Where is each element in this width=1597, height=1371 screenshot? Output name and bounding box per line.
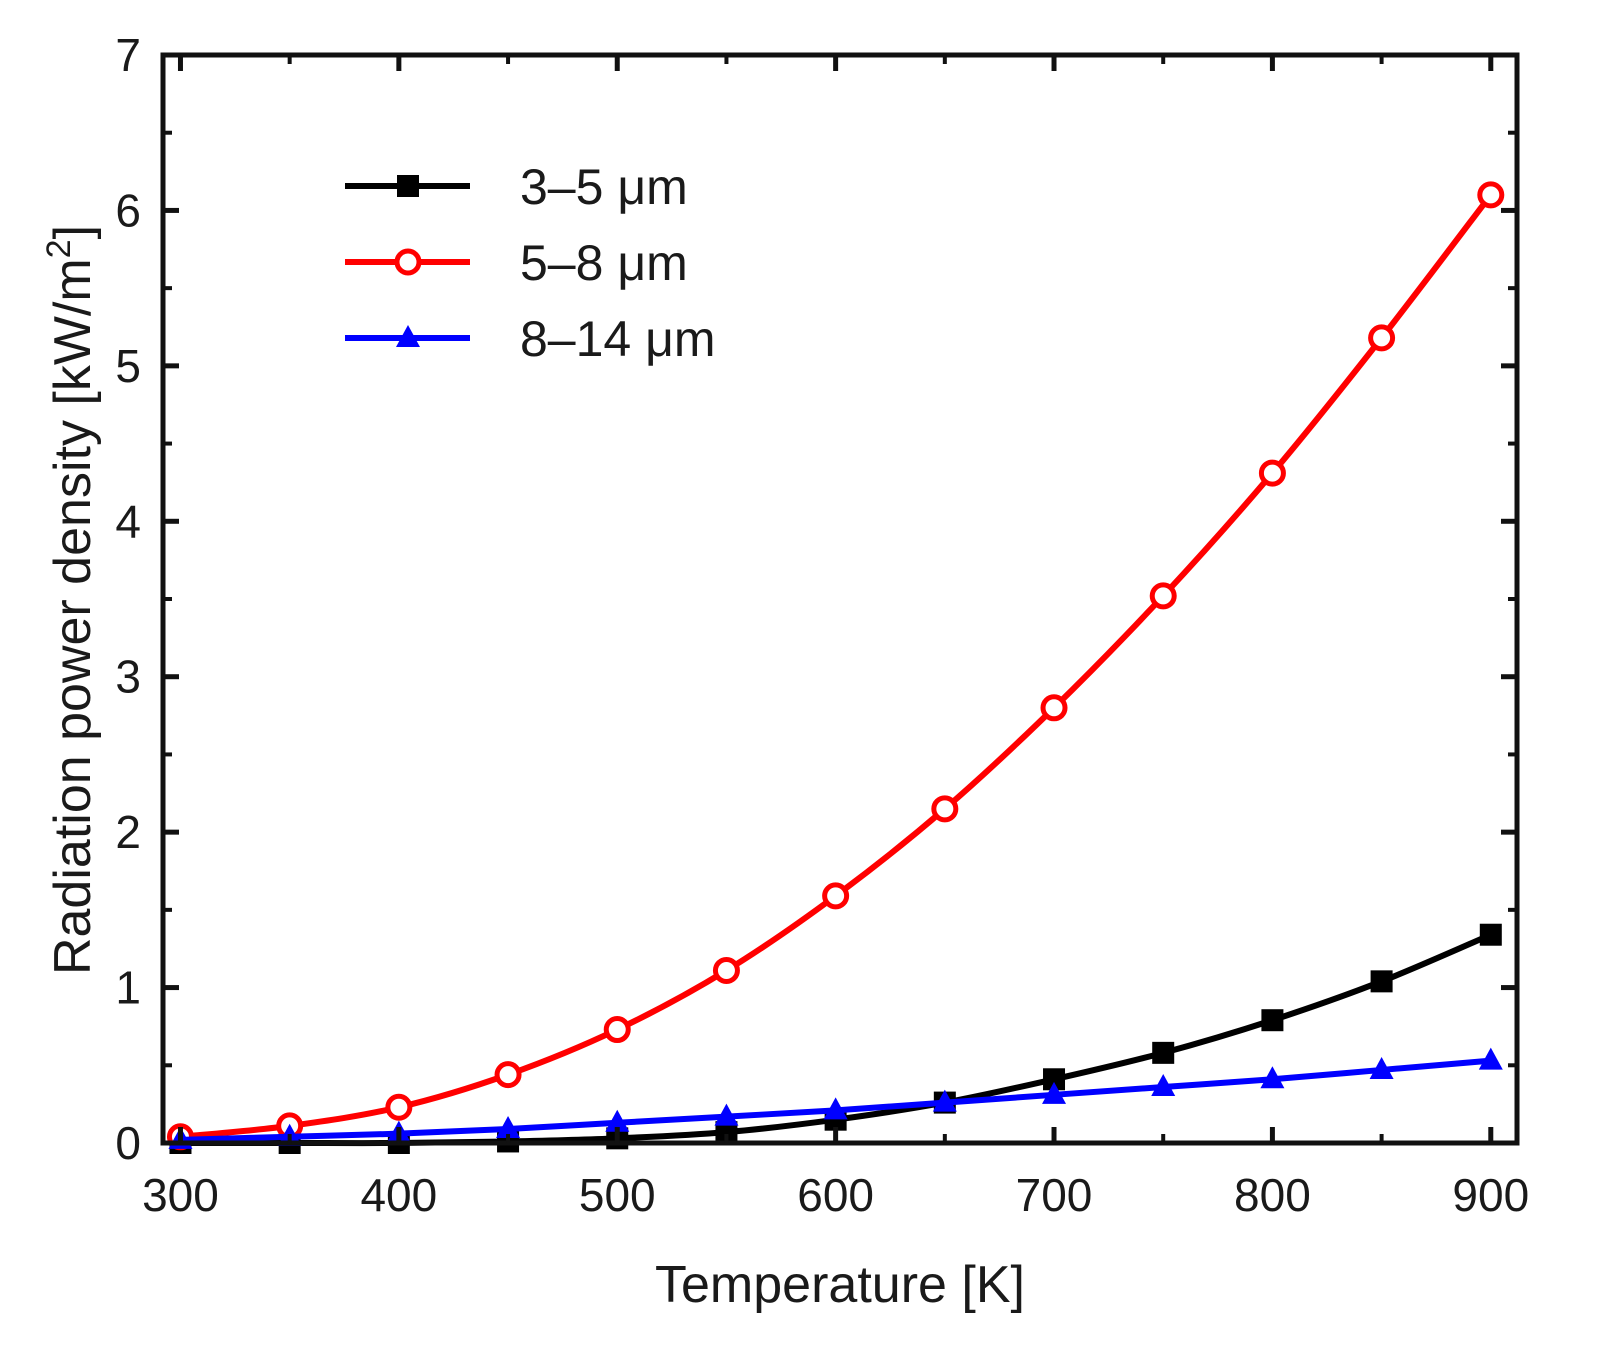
y-axis-ticks: 0 1 2 3 4 5 6 7 [115, 29, 1517, 1169]
x-tick-label: 600 [797, 1169, 874, 1221]
series-line [180, 193, 1494, 1140]
legend-item: 5–8 μm [345, 235, 688, 291]
data-point [1152, 1041, 1175, 1064]
y-tick-label: 5 [115, 340, 141, 392]
data-point [385, 1093, 413, 1121]
data-point [605, 1109, 630, 1132]
legend-marker [394, 248, 422, 276]
y-axis-title-superscript: 2 [40, 239, 78, 258]
data-point [1258, 459, 1286, 487]
data-point [932, 1089, 957, 1112]
data-point [1368, 324, 1396, 352]
x-axis-ticks: 300 400 500 600 700 800 900 [142, 55, 1529, 1221]
data-point [496, 1116, 521, 1139]
data-point [1478, 1047, 1503, 1070]
y-tick-label: 4 [115, 495, 141, 547]
plot-frame [160, 52, 1520, 1146]
series-2 [166, 181, 1505, 1151]
data-point [603, 1016, 631, 1044]
data-point [822, 882, 850, 910]
data-point [494, 1061, 522, 1089]
data-point [1040, 694, 1068, 722]
data-point [1151, 1074, 1176, 1097]
y-tick-label: 7 [115, 29, 141, 81]
data-point [714, 1103, 739, 1126]
legend: 3–5 μm 5–8 μm 8–14 μm [345, 159, 716, 367]
data-point [1043, 1068, 1066, 1091]
data-point [1370, 970, 1393, 993]
data-point [1477, 181, 1505, 209]
legend-marker [396, 325, 420, 347]
y-axis-title-main: Radiation power density [kW/m [44, 258, 102, 975]
data-point [823, 1097, 848, 1120]
x-tick-label: 900 [1452, 1169, 1529, 1221]
x-axis-title: Temperature [K] [655, 1256, 1025, 1314]
x-tick-label: 300 [142, 1169, 219, 1221]
x-tick-label: 700 [1016, 1169, 1093, 1221]
data-point [1260, 1066, 1285, 1089]
data-point [715, 1121, 738, 1144]
y-tick-label: 2 [115, 806, 141, 858]
data-point [712, 956, 740, 984]
data-point [931, 795, 959, 823]
y-tick-label: 3 [115, 651, 141, 703]
legend-item: 3–5 μm [345, 159, 688, 215]
legend-label: 8–14 μm [520, 311, 716, 367]
y-axis-title: Radiation power density [kW/m2] [40, 225, 102, 975]
series-1 [169, 923, 1502, 1154]
legend-label: 5–8 μm [520, 235, 688, 291]
y-axis-title-close: ] [44, 225, 102, 239]
legend-marker [397, 175, 419, 197]
x-tick-label: 400 [360, 1169, 437, 1221]
x-tick-label: 800 [1234, 1169, 1311, 1221]
data-point [1261, 1009, 1284, 1032]
legend-item: 8–14 μm [345, 311, 716, 367]
legend-label: 3–5 μm [520, 159, 688, 215]
data-point [1479, 923, 1502, 946]
data-point [1042, 1081, 1067, 1104]
y-tick-label: 0 [115, 1117, 141, 1169]
x-tick-label: 500 [579, 1169, 656, 1221]
plot-content [166, 181, 1505, 1154]
data-point [1149, 582, 1177, 610]
y-tick-label: 1 [115, 962, 141, 1014]
y-tick-label: 6 [115, 184, 141, 236]
data-point [1369, 1056, 1394, 1079]
